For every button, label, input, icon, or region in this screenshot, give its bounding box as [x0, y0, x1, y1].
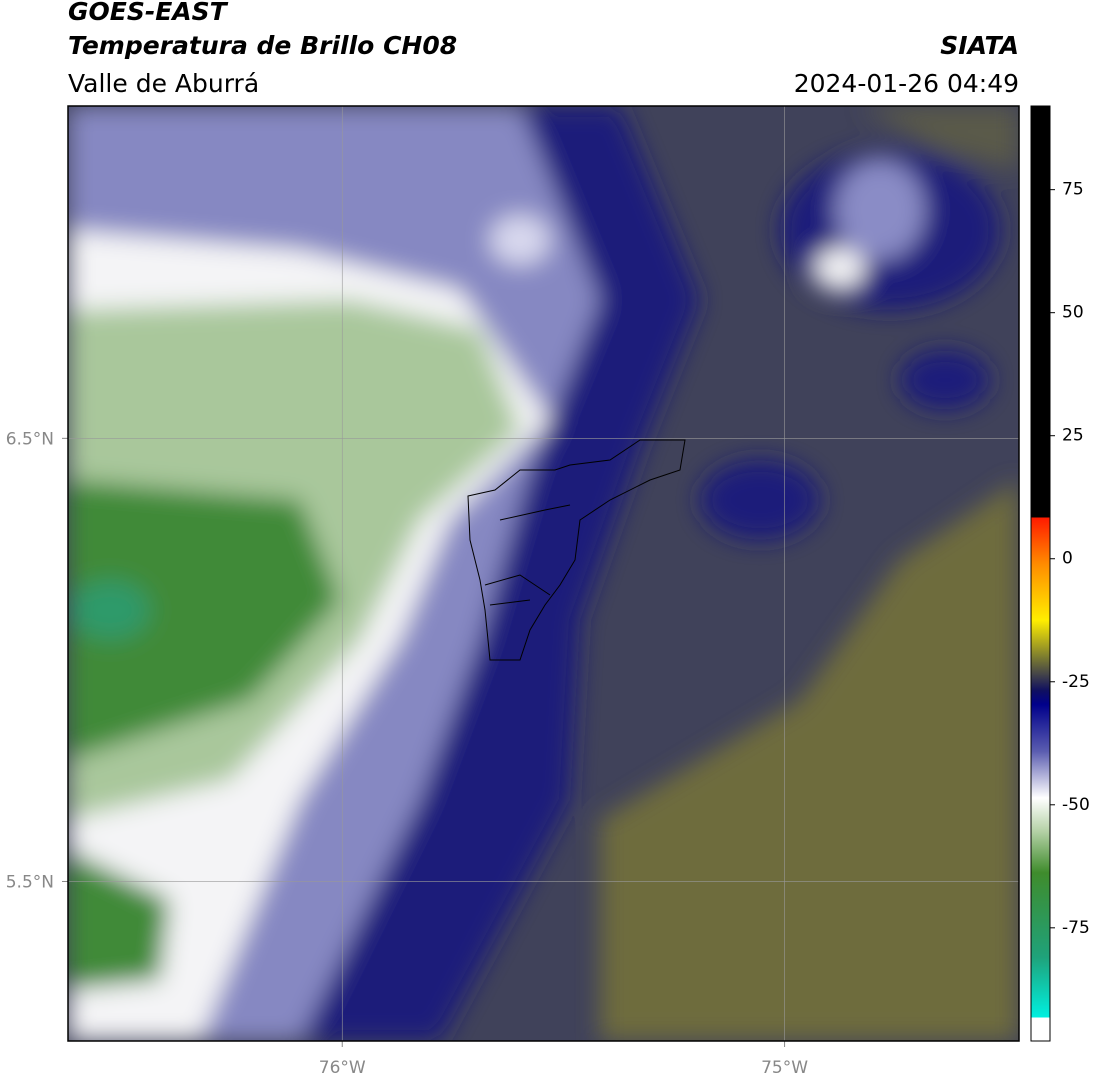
colorbar-tick-label: 75 — [1062, 180, 1084, 200]
map-frame — [67, 105, 1020, 1042]
colorbar-tick-label: -50 — [1062, 795, 1090, 815]
product-title: Temperatura de Brillo CH08 — [68, 31, 457, 60]
x-tick-label: 76°W — [319, 1058, 366, 1078]
colorbar-ticks: 75 50 25 0 -25 -50 -75 — [1050, 180, 1090, 938]
colorbar-tick-label: 25 — [1062, 426, 1084, 446]
datetime-label: 2024-01-26 04:49 — [794, 69, 1019, 98]
source-label: SIATA — [940, 31, 1019, 60]
map-imagery — [68, 106, 1019, 1041]
boundary — [467, 439, 686, 661]
y-tick-label: 6.5°N — [6, 429, 54, 449]
x-tick-label: 75°W — [761, 1058, 808, 1078]
satellite-title: GOES-EAST — [68, 0, 229, 26]
y-tick-label: 5.5°N — [6, 872, 54, 892]
region-label: Valle de Aburrá — [68, 69, 259, 98]
colorbar-tick-label: -25 — [1062, 672, 1090, 692]
graticule: 76°W 75°W 6.5°N 5.5°N — [6, 106, 1019, 1078]
colorbar-tick-label: 0 — [1062, 549, 1073, 569]
colorbar — [1030, 105, 1051, 1042]
colorbar-tick-label: -75 — [1062, 918, 1090, 938]
colorbar-tick-label: 50 — [1062, 303, 1084, 323]
